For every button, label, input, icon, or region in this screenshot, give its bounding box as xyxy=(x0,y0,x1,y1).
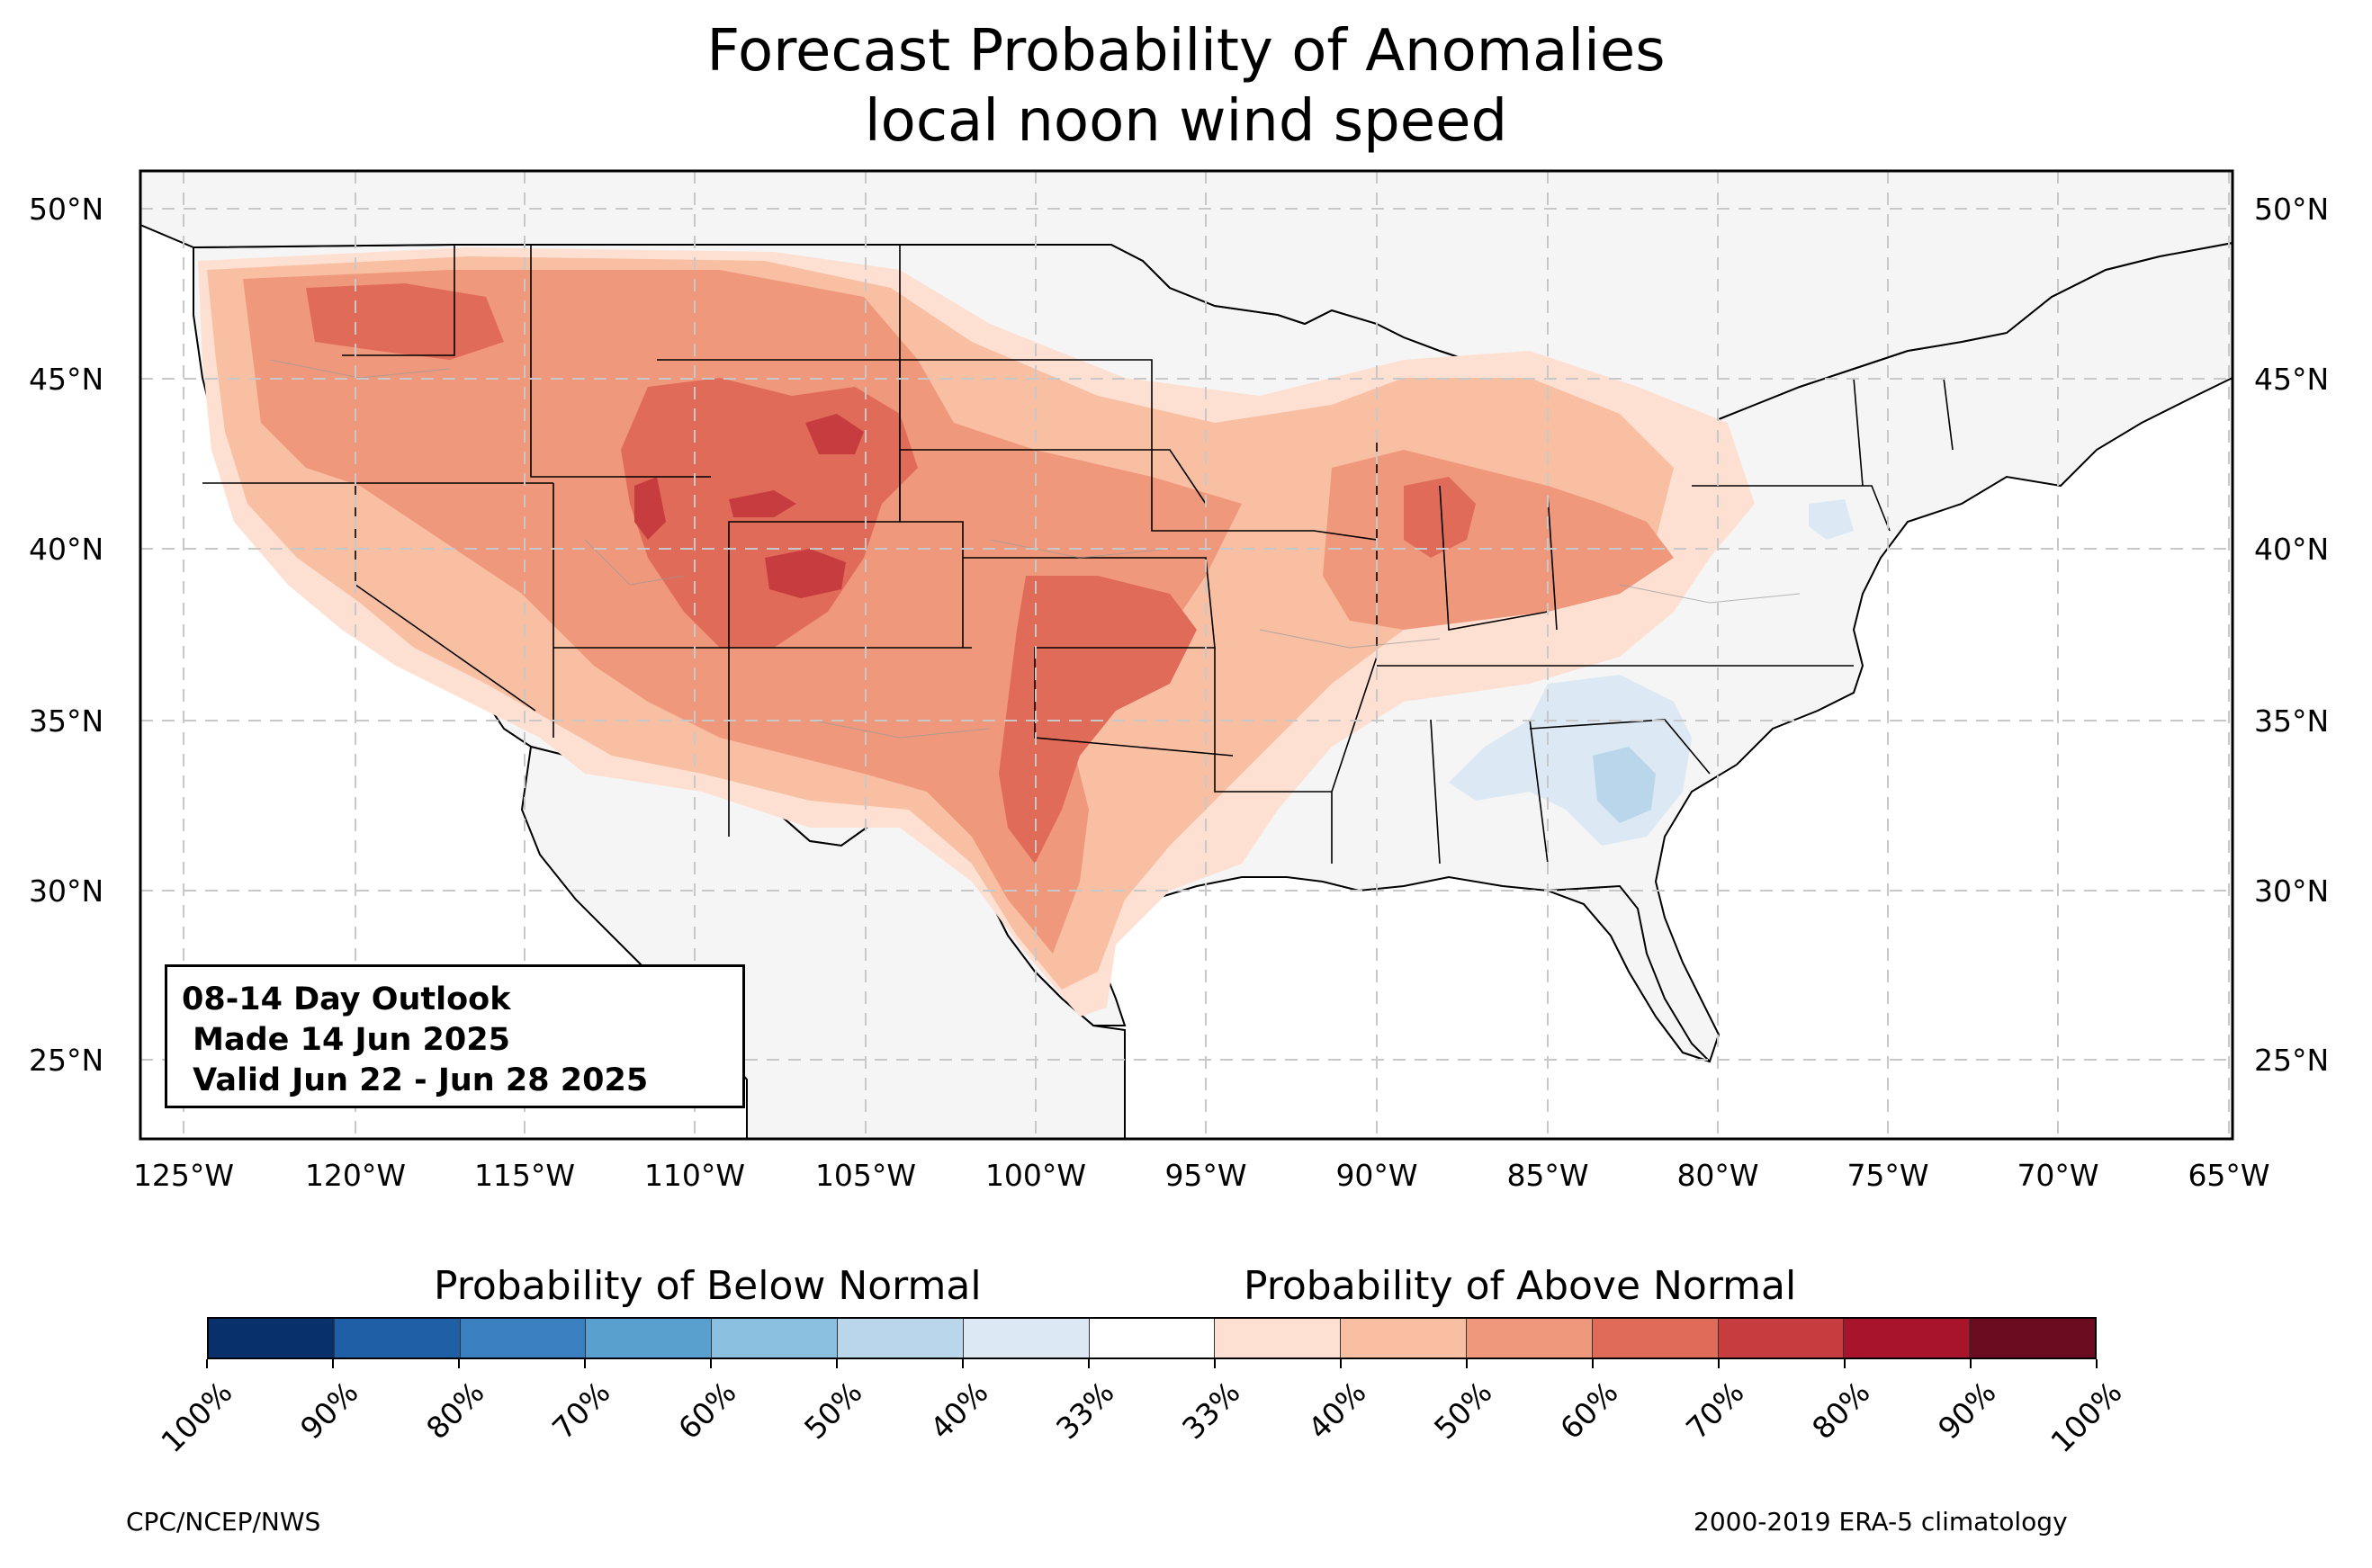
state-boundaries xyxy=(202,245,1954,865)
colorbar-tickmark xyxy=(584,1359,586,1368)
county-lines xyxy=(269,359,1801,739)
lon-labels: 125°W 120°W 115°W 110°W 105°W 100°W 95°W… xyxy=(133,1158,2270,1193)
credit-climatology: 2000-2019 ERA-5 climatology xyxy=(1694,1507,2068,1537)
lon-label: 125°W xyxy=(133,1158,234,1193)
above-80-wyoming xyxy=(805,414,864,454)
lon-label: 120°W xyxy=(305,1158,406,1193)
colorbar-below-label: Probability of Below Normal xyxy=(434,1263,982,1309)
colorbar-segment xyxy=(209,1319,334,1357)
above-80-colorado xyxy=(765,549,846,598)
outlook-info-box: 08-14 Day Outlook Made 14 Jun 2025 Valid… xyxy=(165,964,745,1108)
lat-label: 35°N xyxy=(2254,703,2329,739)
outlook-made-date: Made 14 Jun 2025 xyxy=(182,1022,510,1058)
graticule xyxy=(140,171,2233,1139)
colorbar-tickmark xyxy=(1214,1359,1216,1368)
credit-agency: CPC/NCEP/NWS xyxy=(126,1507,321,1537)
lon-label: 70°W xyxy=(2017,1158,2098,1193)
lat-label: 30°N xyxy=(29,874,103,909)
colorbar-segment xyxy=(333,1319,460,1357)
colorbar-segment xyxy=(1465,1319,1592,1357)
title-line-2: local noon wind speed xyxy=(864,88,1508,155)
map-title: Forecast Probability of Anomalies local … xyxy=(0,16,2372,157)
colorbar-tickmark xyxy=(1592,1359,1594,1368)
below-50-georgia xyxy=(1593,747,1656,823)
lat-label: 40°N xyxy=(2254,532,2329,567)
lon-label: 100°W xyxy=(985,1158,1086,1193)
colorbar-above-label: Probability of Above Normal xyxy=(1244,1263,1797,1309)
above-80-utah xyxy=(634,477,666,540)
lat-label: 50°N xyxy=(2254,192,2329,227)
lon-label: 65°W xyxy=(2188,1158,2269,1193)
outlook-period: 08-14 Day Outlook xyxy=(182,981,511,1017)
lon-label: 75°W xyxy=(1846,1158,1928,1193)
lon-label: 90°W xyxy=(1335,1158,1417,1193)
lat-label: 25°N xyxy=(2254,1043,2329,1078)
colorbar-tickmark xyxy=(458,1359,460,1368)
colorbar-tickmark xyxy=(206,1359,208,1368)
colorbar-tickmark xyxy=(1844,1359,1846,1368)
colorbar-tickmark xyxy=(962,1359,964,1368)
colorbar-tickmark xyxy=(332,1359,334,1368)
colorbar-segment xyxy=(1591,1319,1718,1357)
lon-label: 80°W xyxy=(1676,1158,1758,1193)
colorbar-segment xyxy=(1717,1319,1844,1357)
lon-label: 105°W xyxy=(815,1158,916,1193)
colorbar-segment xyxy=(711,1319,837,1357)
map-frame xyxy=(139,169,2234,1141)
colorbar-segment xyxy=(1340,1319,1466,1357)
outlook-valid-range: Valid Jun 22 - Jun 28 2025 xyxy=(182,1062,649,1098)
lat-label: 40°N xyxy=(29,532,103,567)
above-70-illinois xyxy=(1404,477,1476,558)
colorbar-segment xyxy=(459,1319,586,1357)
lat-labels-right: 50°N 45°N 40°N 35°N 30°N 25°N xyxy=(2254,192,2329,1078)
colorbar-tickmark xyxy=(1970,1359,1972,1368)
colorbar-tickmark xyxy=(836,1359,838,1368)
title-line-1: Forecast Probability of Anomalies xyxy=(706,18,1666,85)
colorbar-tickmark xyxy=(2096,1359,2098,1368)
lat-label: 30°N xyxy=(2254,874,2329,909)
lat-label: 45°N xyxy=(29,362,103,397)
colorbar-tickmark xyxy=(1466,1359,1468,1368)
florida-land xyxy=(1547,884,1711,1062)
lon-label: 115°W xyxy=(474,1158,575,1193)
colorbar-segment xyxy=(1843,1319,1970,1357)
lat-label: 35°N xyxy=(29,703,103,739)
colorbar-segment xyxy=(1214,1319,1341,1357)
colorbar-tickmark xyxy=(1718,1359,1720,1368)
colorbar-tickmark xyxy=(710,1359,712,1368)
colorbar-segment xyxy=(585,1319,712,1357)
colorbar-segment xyxy=(1088,1319,1215,1357)
lon-label: 95°W xyxy=(1164,1158,1246,1193)
below-40-northeast xyxy=(1809,499,1854,540)
lon-label: 110°W xyxy=(644,1158,745,1193)
colorbar xyxy=(207,1317,2097,1359)
lat-label: 45°N xyxy=(2254,362,2329,397)
lat-labels-left: 50°N 45°N 40°N 35°N 30°N 25°N xyxy=(29,192,103,1078)
lon-label: 85°W xyxy=(1506,1158,1588,1193)
colorbar-tickmark xyxy=(1088,1359,1090,1368)
colorbar-segment xyxy=(836,1319,963,1357)
colorbar-segment xyxy=(962,1319,1089,1357)
lat-label: 50°N xyxy=(29,192,103,227)
lat-label: 25°N xyxy=(29,1043,103,1078)
above-80-co-north xyxy=(729,490,796,517)
colorbar-segment xyxy=(1969,1319,2095,1357)
colorbar-tickmark xyxy=(1340,1359,1342,1368)
